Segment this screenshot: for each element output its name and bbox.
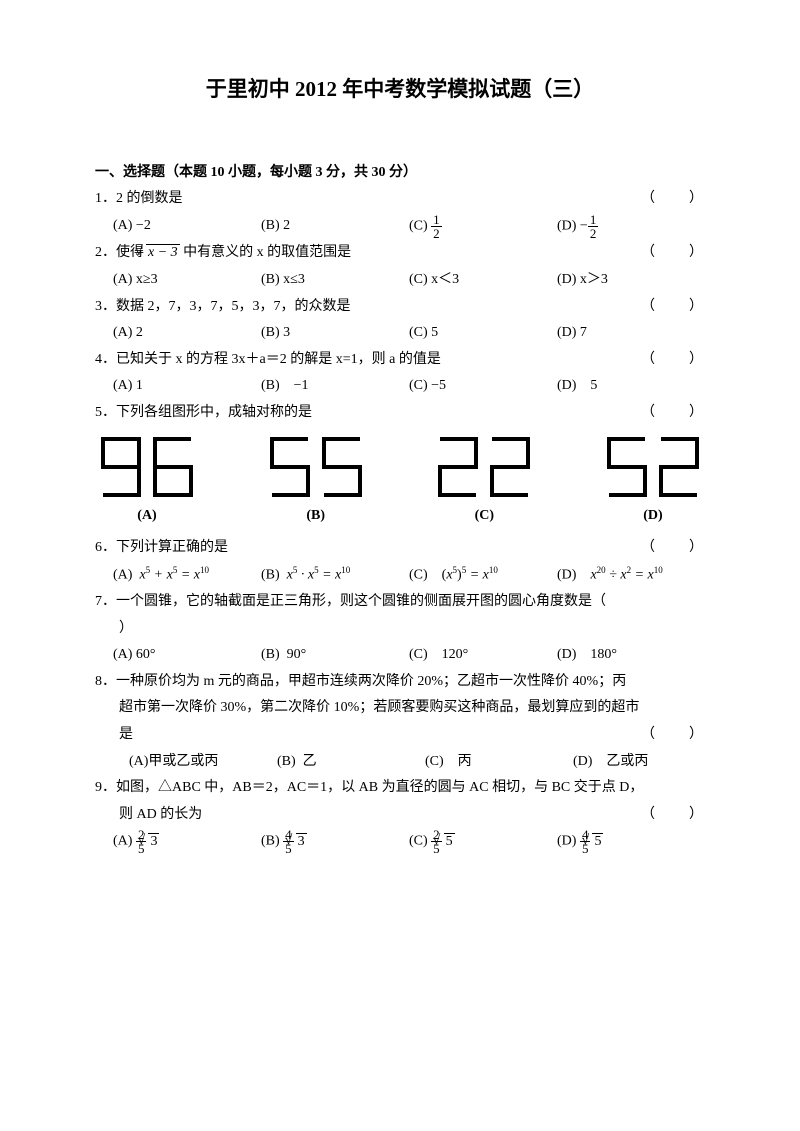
q5-label-D: (D) (603, 503, 703, 530)
seg-digit-5 (266, 435, 314, 499)
seg-digit-2 (434, 435, 482, 499)
q6-row: 6．下列计算正确的是 （ ） (95, 535, 705, 562)
q9-B: (B) 453 (261, 828, 409, 855)
q8-A: (A)甲或乙或丙 (129, 749, 277, 776)
q2-C: (C) x＜3 (409, 267, 557, 294)
q4-B: (B) −1 (261, 373, 409, 400)
q4-C: (C) −5 (409, 373, 557, 400)
q5-text: 5．下列各组图形中，成轴对称的是 (95, 400, 641, 427)
q9-A: (A) 253 (113, 828, 261, 855)
q3-A: (A) 2 (113, 320, 261, 347)
q7-D: (D) 180° (557, 642, 705, 669)
q6-B: (B) x5 · x5 = x10 (261, 562, 409, 589)
q9-line1: 9．如图，△ABC 中，AB＝2，AC＝1，以 AB 为直径的圆与 AC 相切，… (95, 775, 705, 802)
q5-label-A: (A) (97, 503, 197, 530)
q4-options: (A) 1 (B) −1 (C) −5 (D) 5 (113, 373, 705, 400)
q4-blank: （ ） (641, 347, 705, 374)
q6-text: 6．下列计算正确的是 (95, 535, 641, 562)
q8-line2: 超市第一次降价 30%，第二次降价 10%；若顾客要购买这种商品，最划算应到的超… (95, 695, 705, 722)
q6-D: (D) x20 ÷ x2 = x10 (557, 562, 705, 589)
q9-line2: 则 AD 的长为 （ ） (95, 802, 705, 829)
seg-digit-5 (318, 435, 366, 499)
q3-options: (A) 2 (B) 3 (C) 5 (D) 7 (113, 320, 705, 347)
page-title: 于里初中 2012 年中考数学模拟试题（三） (95, 70, 705, 110)
q3-text: 3．数据 2，7，3，7，5，3，7，的众数是 (95, 294, 641, 321)
q5-label-B: (B) (266, 503, 366, 530)
q1-blank: （ ） (641, 186, 705, 213)
q1-text: 1．2 的倒数是 (95, 186, 641, 213)
q4-text: 4．已知关于 x 的方程 3x＋a＝2 的解是 x=1，则 a 的值是 (95, 347, 641, 374)
q8-blank: （ ） (641, 722, 705, 749)
q9-C: (C) 255 (409, 828, 557, 855)
q5-blank: （ ） (641, 400, 705, 427)
q3-row: 3．数据 2，7，3，7，5，3，7，的众数是 （ ） (95, 294, 705, 321)
seg-digit-2 (486, 435, 534, 499)
q3-B: (B) 3 (261, 320, 409, 347)
q4-A: (A) 1 (113, 373, 261, 400)
q6-blank: （ ） (641, 535, 705, 562)
q5-digit-figures (97, 435, 703, 499)
digit-pair (266, 435, 366, 499)
section-heading: 一、选择题（本题 10 小题，每小题 3 分，共 30 分） (95, 160, 705, 187)
q2-options: (A) x≥3 (B) x≤3 (C) x＜3 (D) x＞3 (113, 267, 705, 294)
q7-C: (C) 120° (409, 642, 557, 669)
q8-options: (A)甲或乙或丙 (B) 乙 (C) 丙 (D) 乙或丙 (129, 749, 705, 776)
seg-digit-5 (603, 435, 651, 499)
q8-line1: 8．一种原价均为 m 元的商品，甲超市连续两次降价 20%；乙超市一次性降价 4… (95, 669, 705, 696)
q9-options: (A) 253 (B) 453 (C) 255 (D) 455 (113, 828, 705, 855)
q3-D: (D) 7 (557, 320, 705, 347)
q8-D: (D) 乙或丙 (573, 749, 721, 776)
digit-pair (603, 435, 703, 499)
q7-line2: ） (95, 616, 705, 643)
q4-D: (D) 5 (557, 373, 705, 400)
q9-D: (D) 455 (557, 828, 705, 855)
digit-pair (97, 435, 197, 499)
digit-pair (434, 435, 534, 499)
q5-digit-labels: (A) (B) (C) (D) (97, 503, 703, 530)
q8-B: (B) 乙 (277, 749, 425, 776)
q2-B: (B) x≤3 (261, 267, 409, 294)
seg-digit-6 (149, 435, 197, 499)
q1-D: (D) −12 (557, 213, 705, 240)
q4-row: 4．已知关于 x 的方程 3x＋a＝2 的解是 x=1，则 a 的值是 （ ） (95, 347, 705, 374)
q5-label-C: (C) (434, 503, 534, 530)
q5-row: 5．下列各组图形中，成轴对称的是 （ ） (95, 400, 705, 427)
q7-options: (A) 60° (B) 90° (C) 120° (D) 180° (113, 642, 705, 669)
q3-blank: （ ） (641, 294, 705, 321)
q9-blank: （ ） (641, 802, 705, 829)
q7-B: (B) 90° (261, 642, 409, 669)
seg-digit-9 (97, 435, 145, 499)
q2-A: (A) x≥3 (113, 267, 261, 294)
seg-digit-2 (655, 435, 703, 499)
q2-D: (D) x＞3 (557, 267, 705, 294)
q1-row: 1．2 的倒数是 （ ） (95, 186, 705, 213)
q1-A: (A) −2 (113, 213, 261, 240)
q2-row: 2．使得x − 3 中有意义的 x 的取值范围是 （ ） (95, 240, 705, 267)
q1-B: (B) 2 (261, 213, 409, 240)
q1-options: (A) −2 (B) 2 (C) 12 (D) −12 (113, 213, 705, 240)
q7-line1: 7．一个圆锥，它的轴截面是正三角形，则这个圆锥的侧面展开图的圆心角度数是（ (95, 589, 705, 616)
q6-C: (C) (x5)5 = x10 (409, 562, 557, 589)
q2-text: 2．使得x − 3 中有意义的 x 的取值范围是 (95, 240, 641, 267)
q3-C: (C) 5 (409, 320, 557, 347)
q1-C: (C) 12 (409, 213, 557, 240)
q2-blank: （ ） (641, 240, 705, 267)
q6-options: (A) x5 + x5 = x10 (B) x5 · x5 = x10 (C) … (113, 562, 705, 589)
q8-line3: 是 （ ） (95, 722, 705, 749)
q8-C: (C) 丙 (425, 749, 573, 776)
q7-A: (A) 60° (113, 642, 261, 669)
q6-A: (A) x5 + x5 = x10 (113, 562, 261, 589)
